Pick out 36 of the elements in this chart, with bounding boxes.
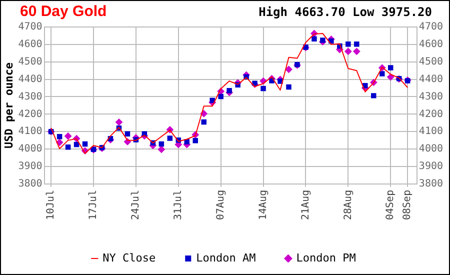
x-tick-label: 24Jul: [130, 190, 142, 220]
x-tick-label: 07Aug: [215, 190, 226, 220]
y-tick-label: 4100: [18, 126, 42, 138]
y-tick-label: 4600: [18, 39, 42, 50]
x-tick-label: 10Jul: [46, 190, 57, 220]
chart-title: 60 Day Gold: [20, 3, 107, 20]
y-tick-label: 3900: [18, 161, 42, 172]
legend-label: London PM: [296, 251, 356, 264]
y2-tick-label: 4400: [418, 74, 444, 85]
legend-label: NY Close: [102, 251, 156, 264]
x-tick-label: 14Aug: [258, 190, 269, 220]
y-tick-label: 4000: [18, 144, 42, 155]
y2-tick-label: 3900: [418, 161, 444, 172]
y2-tick-label: 4700: [418, 22, 444, 33]
y-tick-label: 3800: [18, 178, 42, 190]
y-tick-label: 4200: [18, 108, 42, 120]
chart-subtitle: High 4663.70 Low 3975.20: [258, 5, 432, 19]
y2-tick-label: 4600: [418, 39, 444, 50]
y-tick-label: 4700: [18, 22, 42, 33]
x-tick-label: 08Sep: [402, 190, 414, 220]
y-tick-label: 4400: [18, 74, 42, 85]
y2-tick-label: 4000: [418, 144, 444, 155]
y-axis-title: USD per ounce: [2, 62, 16, 148]
y2-tick-label: 3800: [418, 178, 444, 190]
x-tick-label: 21Aug: [300, 190, 312, 220]
y2-tick-label: 4500: [418, 56, 444, 68]
y2-tick-label: 4100: [418, 126, 444, 138]
y-tick-label: 4300: [18, 91, 42, 102]
x-tick-label: 17Jul: [88, 190, 100, 220]
x-tick-label: 28Aug: [342, 190, 354, 220]
y-tick-label: 4500: [18, 56, 42, 68]
legend-label: London AM: [196, 251, 256, 264]
x-tick-label: 31Jul: [172, 190, 184, 220]
y2-tick-label: 4200: [418, 108, 444, 120]
y2-tick-label: 4300: [418, 91, 444, 102]
x-tick-label: 04Sep: [385, 190, 396, 220]
